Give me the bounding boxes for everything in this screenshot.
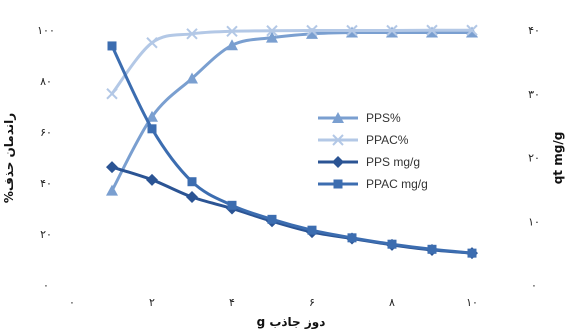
data-point (466, 24, 478, 36)
data-point (426, 26, 438, 38)
x-tick-label: ۲ (149, 296, 155, 309)
data-point (106, 184, 118, 196)
legend-marker (332, 156, 344, 168)
x-axis-title: دوز جاذب g (257, 315, 326, 330)
data-point (187, 177, 197, 187)
y-left-tick-label: ۰ (43, 279, 49, 292)
data-point (227, 200, 237, 210)
y-right-tick-label: ۴۰ (528, 24, 540, 37)
series-layer (106, 24, 478, 260)
x-tick-label: ۴ (229, 296, 235, 309)
series-line (110, 30, 472, 192)
y-left-tick-label: ۸۰ (40, 75, 52, 88)
y-right-tick-label: ۳۰ (528, 88, 540, 101)
y-left-tick-label: ۲۰ (40, 228, 52, 241)
legend-item: PPS% (318, 111, 401, 125)
x-tick-label: ۰ (69, 296, 75, 309)
data-point (146, 37, 158, 49)
data-point (146, 173, 158, 186)
x-tick-label: ۸ (389, 296, 395, 309)
series-pps (106, 26, 478, 196)
data-point (426, 24, 438, 36)
data-point (387, 239, 397, 249)
data-point (266, 31, 278, 43)
legend: PPS% PPAC% PPS mg/g PPAC mg/g (318, 111, 428, 191)
data-point (347, 233, 357, 243)
data-point (266, 25, 278, 37)
legend-marker (332, 112, 344, 123)
data-point (346, 24, 358, 37)
data-point (106, 88, 118, 100)
y-axis-left-title: راندمان حذف% (2, 113, 16, 203)
series-pps-mg-g (106, 161, 478, 260)
series-ppac-mg-g (107, 41, 477, 258)
y-left-tick-label: ۱۰۰ (37, 24, 55, 37)
data-point (386, 24, 398, 37)
legend-marker (333, 179, 343, 189)
legend-item: PPAC% (318, 133, 409, 147)
data-point (306, 27, 318, 39)
data-point (186, 28, 198, 40)
data-point (107, 41, 117, 51)
series-line (110, 28, 473, 95)
legend-label: PPS mg/g (366, 155, 420, 169)
y-right-tick-label: ۲۰ (528, 152, 540, 165)
data-point (186, 72, 198, 84)
legend-item: PPS mg/g (318, 155, 420, 169)
y-right-tick-label: ۱۰ (528, 215, 540, 228)
data-point (267, 214, 277, 224)
data-point (186, 191, 198, 204)
data-point (467, 248, 477, 258)
legend-marker (332, 134, 344, 146)
data-point (427, 244, 437, 254)
data-point (306, 24, 318, 37)
data-point (106, 161, 118, 174)
y-left-tick-label: ۶۰ (40, 126, 52, 139)
x-tick-label: ۶ (309, 296, 315, 309)
legend-label: PPS% (366, 111, 401, 125)
legend-label: PPAC% (366, 133, 409, 147)
series-line (110, 45, 473, 255)
legend-item: PPAC mg/g (318, 177, 428, 191)
data-point (147, 124, 157, 134)
x-tick-label: ۱۰ (466, 296, 478, 309)
data-point (146, 110, 158, 122)
legend-label: PPAC mg/g (366, 177, 428, 191)
data-point (226, 39, 238, 51)
y-left-tick-label: ۴۰ (40, 177, 52, 190)
series-ppac (106, 24, 478, 100)
y-axis-right-title: qt mg/g (551, 132, 565, 185)
y-right-tick-label: ۰ (531, 279, 537, 292)
data-point (466, 26, 478, 38)
data-point (307, 225, 317, 235)
data-point (226, 25, 238, 37)
